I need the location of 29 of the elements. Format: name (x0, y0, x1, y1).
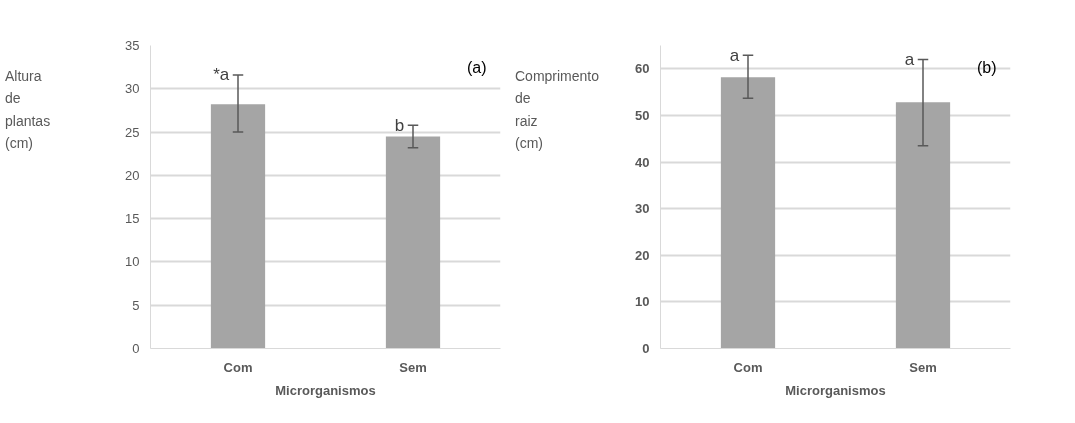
y-axis-title: Comprimento de raiz (cm) (515, 67, 600, 154)
y-tick-label: 50 (635, 107, 650, 123)
y-tick-label: 10 (125, 254, 140, 270)
annotation: (b) (976, 58, 997, 76)
annotation: (a) (466, 58, 487, 76)
y-tick-label: 30 (125, 81, 140, 97)
y-tick-label: 15 (125, 211, 140, 227)
x-tick-label: Sem (909, 359, 937, 375)
annotation: a (904, 49, 915, 69)
x-axis-title: Microrganismos (785, 382, 886, 398)
annotation: *a (213, 65, 230, 85)
x-axis-title: Microrganismos (275, 382, 376, 398)
y-tick-label: 40 (635, 154, 650, 170)
y-tick-label: 5 (132, 297, 140, 313)
y-tick-label: 30 (635, 201, 650, 217)
annotation: a (729, 45, 740, 65)
x-tick-label: Com (223, 359, 253, 375)
y-tick-label: 0 (132, 341, 140, 356)
annotation: b (394, 115, 405, 135)
y-tick-label: 25 (125, 124, 140, 140)
y-tick-label: 60 (635, 61, 650, 77)
x-tick-label: Sem (399, 359, 427, 375)
y-tick-label: 35 (125, 38, 140, 53)
y-axis-title: Altura de plantas (cm) (5, 67, 51, 154)
y-tick-label: 20 (635, 247, 650, 263)
y-tick-label: 0 (642, 341, 650, 356)
y-tick-label: 20 (125, 167, 140, 183)
x-tick-label: Com (733, 359, 763, 375)
y-tick-label: 10 (635, 294, 650, 310)
